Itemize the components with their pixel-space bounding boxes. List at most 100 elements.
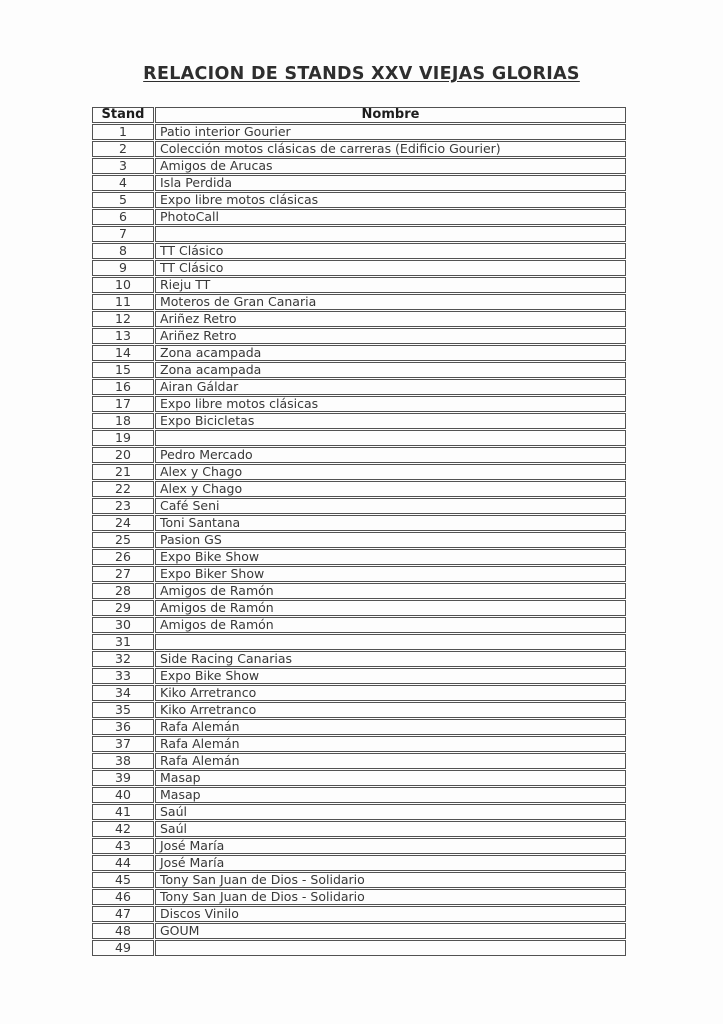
table-row: 36 Rafa Alemán — [92, 719, 626, 735]
stand-cell: 20 — [92, 447, 154, 463]
table-header-row: Stand Nombre — [92, 107, 626, 123]
table-row: 11 Moteros de Gran Canaria — [92, 294, 626, 310]
table-row: 28 Amigos de Ramón — [92, 583, 626, 599]
table-row: 12 Ariñez Retro — [92, 311, 626, 327]
table-row: 44 José María — [92, 855, 626, 871]
table-row: 15 Zona acampada — [92, 362, 626, 378]
table-body: 1 Patio interior Gourier 2 Colección motos … — [92, 124, 626, 956]
table-row: 21 Alex y Chago — [92, 464, 626, 480]
stand-cell: 49 — [92, 940, 154, 956]
stand-cell: 33 — [92, 668, 154, 684]
stands-table: Stand Nombre 1 Patio interior Gourier 2 Col… — [91, 106, 627, 957]
table-row: 26 Expo Bike Show — [92, 549, 626, 565]
nombre-cell: Tony San Juan de Dios - Solidario — [155, 889, 626, 905]
stand-cell: 14 — [92, 345, 154, 361]
stand-cell: 35 — [92, 702, 154, 718]
table-row: 46 Tony San Juan de Dios - Solidario — [92, 889, 626, 905]
nombre-cell: Kiko Arretranco — [155, 685, 626, 701]
table-row: 35 Kiko Arretranco — [92, 702, 626, 718]
nombre-cell: Airan Gáldar — [155, 379, 626, 395]
table-row: 19 — [92, 430, 626, 446]
nombre-cell: Patio interior Gourier — [155, 124, 626, 140]
stand-cell: 39 — [92, 770, 154, 786]
table-row: 47 Discos Vinilo — [92, 906, 626, 922]
stand-cell: 43 — [92, 838, 154, 854]
table-row: 49 — [92, 940, 626, 956]
nombre-cell: Zona acampada — [155, 345, 626, 361]
table-row: 10 Rieju TT — [92, 277, 626, 293]
nombre-cell: GOUM — [155, 923, 626, 939]
column-header-stand: Stand — [92, 107, 154, 123]
nombre-cell: TT Clásico — [155, 243, 626, 259]
table-row: 39 Masap — [92, 770, 626, 786]
stand-cell: 31 — [92, 634, 154, 650]
stand-cell: 12 — [92, 311, 154, 327]
nombre-cell: Expo libre motos clásicas — [155, 396, 626, 412]
nombre-cell: Expo Bike Show — [155, 668, 626, 684]
stand-cell: 37 — [92, 736, 154, 752]
stand-cell: 44 — [92, 855, 154, 871]
page-title: RELACION DE STANDS XXV VIEJAS GLORIAS — [143, 64, 580, 84]
nombre-cell: TT Clásico — [155, 260, 626, 276]
table-row: 38 Rafa Alemán — [92, 753, 626, 769]
table-row: 8 TT Clásico — [92, 243, 626, 259]
nombre-cell — [155, 940, 626, 956]
stand-cell: 24 — [92, 515, 154, 531]
nombre-cell: José María — [155, 855, 626, 871]
nombre-cell: Side Racing Canarias — [155, 651, 626, 667]
nombre-cell: Discos Vinilo — [155, 906, 626, 922]
table-row: 6 PhotoCall — [92, 209, 626, 225]
nombre-cell: Rafa Alemán — [155, 753, 626, 769]
stand-cell: 5 — [92, 192, 154, 208]
nombre-cell: Zona acampada — [155, 362, 626, 378]
stand-cell: 2 — [92, 141, 154, 157]
table-row: 33 Expo Bike Show — [92, 668, 626, 684]
nombre-cell: Saúl — [155, 804, 626, 820]
nombre-cell: Pasion GS — [155, 532, 626, 548]
stand-cell: 34 — [92, 685, 154, 701]
nombre-cell: Expo Bicicletas — [155, 413, 626, 429]
stand-cell: 7 — [92, 226, 154, 242]
stand-cell: 21 — [92, 464, 154, 480]
stand-cell: 17 — [92, 396, 154, 412]
nombre-cell: Masap — [155, 787, 626, 803]
table-row: 32 Side Racing Canarias — [92, 651, 626, 667]
stand-cell: 40 — [92, 787, 154, 803]
nombre-cell: Moteros de Gran Canaria — [155, 294, 626, 310]
stand-cell: 9 — [92, 260, 154, 276]
stand-cell: 30 — [92, 617, 154, 633]
stand-cell: 23 — [92, 498, 154, 514]
nombre-cell: Café Seni — [155, 498, 626, 514]
nombre-cell: Toni Santana — [155, 515, 626, 531]
nombre-cell: PhotoCall — [155, 209, 626, 225]
table-row: 23 Café Seni — [92, 498, 626, 514]
column-header-nombre: Nombre — [155, 107, 626, 123]
stand-cell: 4 — [92, 175, 154, 191]
stand-cell: 41 — [92, 804, 154, 820]
table-row: 13 Ariñez Retro — [92, 328, 626, 344]
stand-cell: 3 — [92, 158, 154, 174]
nombre-cell — [155, 634, 626, 650]
table-row: 30 Amigos de Ramón — [92, 617, 626, 633]
nombre-cell: Amigos de Ramón — [155, 617, 626, 633]
table-row: 40 Masap — [92, 787, 626, 803]
table-row: 27 Expo Biker Show — [92, 566, 626, 582]
nombre-cell: Expo Bike Show — [155, 549, 626, 565]
nombre-cell: Pedro Mercado — [155, 447, 626, 463]
table-row: 24 Toni Santana — [92, 515, 626, 531]
table-row: 1 Patio interior Gourier — [92, 124, 626, 140]
stand-cell: 18 — [92, 413, 154, 429]
stand-cell: 15 — [92, 362, 154, 378]
stand-cell: 22 — [92, 481, 154, 497]
stand-cell: 32 — [92, 651, 154, 667]
table-row: 18 Expo Bicicletas — [92, 413, 626, 429]
stand-cell: 26 — [92, 549, 154, 565]
table-row: 2 Colección motos clásicas de carreras (E… — [92, 141, 626, 157]
nombre-cell: Amigos de Ramón — [155, 600, 626, 616]
nombre-cell: Isla Perdida — [155, 175, 626, 191]
nombre-cell: José María — [155, 838, 626, 854]
stand-cell: 45 — [92, 872, 154, 888]
stand-cell: 11 — [92, 294, 154, 310]
stand-cell: 42 — [92, 821, 154, 837]
stand-cell: 28 — [92, 583, 154, 599]
